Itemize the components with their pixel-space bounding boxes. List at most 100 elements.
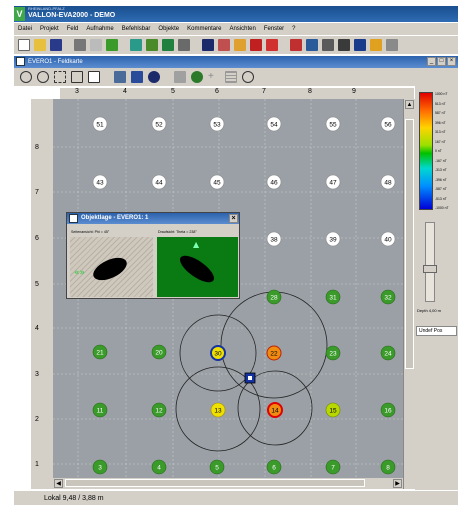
grid-icon[interactable] (106, 39, 118, 51)
help-icon[interactable] (386, 39, 398, 51)
target-icon[interactable] (218, 39, 230, 51)
panel-icon[interactable] (338, 39, 350, 51)
field-marker[interactable]: 24 (380, 345, 396, 361)
about-icon[interactable] (354, 39, 366, 51)
field-marker[interactable]: 13 (210, 402, 226, 418)
object-location-dialog[interactable]: Objektlage - EVERO1: 1 × Seitenansicht: … (66, 212, 240, 299)
field-marker[interactable]: 46 (266, 174, 282, 190)
rotate-icon[interactable] (114, 71, 126, 83)
field-marker[interactable]: 55 (325, 116, 341, 132)
field-marker-dot (92, 344, 108, 360)
field-marker[interactable]: 8 (380, 459, 396, 475)
open-icon[interactable] (34, 39, 46, 51)
field-marker-dot (325, 231, 341, 247)
menu-feld[interactable]: Feld (66, 26, 79, 32)
horizontal-scroll-thumb[interactable] (65, 479, 365, 487)
ruler-y-label: 4 (35, 325, 39, 332)
chart-icon[interactable] (130, 39, 142, 51)
vertical-scrollbar[interactable]: ▲ (403, 99, 415, 489)
save-icon[interactable] (50, 39, 62, 51)
new-icon[interactable] (18, 39, 30, 51)
flag-icon[interactable] (234, 39, 246, 51)
field-marker[interactable]: 21 (92, 344, 108, 360)
maximize-button[interactable]: □ (437, 57, 446, 66)
zoom-icon[interactable] (266, 39, 278, 51)
field-marker[interactable]: 5 (209, 459, 225, 475)
menu-help[interactable]: ? (292, 26, 296, 32)
menu-objekte[interactable]: Objekte (158, 26, 180, 32)
disk-icon[interactable] (178, 39, 190, 51)
field-marker[interactable]: 38 (266, 231, 282, 247)
field-marker[interactable]: 43 (92, 174, 108, 190)
menu-ansichten[interactable]: Ansichten (229, 26, 256, 32)
menu-befehlsbar[interactable]: Befehlsbar (121, 26, 151, 32)
globe-icon[interactable] (191, 71, 203, 83)
field-marker[interactable]: 52 (151, 116, 167, 132)
field-marker[interactable]: 3 (92, 459, 108, 475)
plus-icon[interactable]: + (208, 71, 214, 82)
scroll-right-button[interactable]: ▶ (393, 479, 402, 488)
menu-datei[interactable]: Datei (18, 26, 33, 32)
window-icon[interactable] (306, 39, 318, 51)
depth-slider[interactable] (423, 222, 437, 302)
menu-projekt[interactable]: Projekt (40, 26, 59, 32)
field-marker[interactable]: 6 (266, 459, 282, 475)
field-marker[interactable]: 16 (380, 402, 396, 418)
field-marker[interactable]: 23 (325, 345, 341, 361)
field-marker[interactable]: 54 (266, 116, 282, 132)
field-marker[interactable]: 32 (380, 289, 396, 305)
field-marker[interactable]: 14 (267, 402, 283, 418)
fit-icon[interactable] (71, 71, 83, 83)
palette-icon[interactable] (174, 71, 186, 83)
vertical-scroll-thumb[interactable] (405, 119, 414, 369)
scroll-left-button[interactable]: ◀ (54, 479, 63, 488)
horizontal-scrollbar[interactable]: ◀ ▶ (53, 478, 403, 489)
color-icon[interactable] (131, 71, 143, 83)
undef-pos-field[interactable]: Undef Pos (416, 326, 457, 336)
field-marker[interactable]: 7 (325, 459, 341, 475)
zoom-out-icon[interactable] (37, 71, 49, 83)
chart2-icon[interactable] (370, 39, 382, 51)
menu-kommentare[interactable]: Kommentare (187, 26, 222, 32)
field-marker[interactable]: 48 (380, 174, 396, 190)
close-button[interactable]: × (447, 57, 456, 66)
target-view-icon[interactable] (148, 71, 160, 83)
dialog-close-button[interactable]: × (229, 214, 238, 223)
zoom-in-icon[interactable] (20, 71, 32, 83)
depth-slider-knob[interactable] (423, 265, 437, 273)
menu-aufnahme[interactable]: Aufnahme (86, 26, 114, 32)
preview-icon[interactable] (90, 39, 102, 51)
field-marker[interactable]: 22 (266, 345, 282, 361)
measure-icon[interactable] (202, 39, 214, 51)
field-marker[interactable]: 4 (151, 459, 167, 475)
field-marker[interactable]: 40 (380, 231, 396, 247)
field-marker[interactable]: 56 (380, 116, 396, 132)
settings-icon[interactable] (162, 39, 174, 51)
map-icon[interactable] (146, 39, 158, 51)
menu-fenster[interactable]: Fenster (263, 26, 285, 32)
grid-toggle-icon[interactable] (225, 71, 237, 83)
info-icon[interactable] (290, 39, 302, 51)
field-marker[interactable]: 44 (151, 174, 167, 190)
field-marker[interactable]: 47 (325, 174, 341, 190)
field-marker[interactable]: 20 (151, 344, 167, 360)
field-marker[interactable]: 28 (266, 289, 282, 305)
field-marker[interactable]: 15 (325, 402, 341, 418)
table-icon[interactable] (322, 39, 334, 51)
pan-icon[interactable] (54, 71, 66, 83)
scroll-up-button[interactable]: ▲ (405, 100, 414, 109)
settings2-icon[interactable] (242, 71, 254, 83)
minimize-button[interactable]: _ (427, 57, 436, 66)
field-marker[interactable]: 30 (210, 345, 226, 361)
field-marker[interactable]: 31 (325, 289, 341, 305)
field-marker[interactable]: 39 (325, 231, 341, 247)
layers-icon[interactable] (250, 39, 262, 51)
field-marker[interactable]: 53 (209, 116, 225, 132)
field-marker[interactable]: 45 (209, 174, 225, 190)
field-marker[interactable]: 12 (151, 402, 167, 418)
field-marker[interactable]: 51 (92, 116, 108, 132)
print-icon[interactable] (74, 39, 86, 51)
select-icon[interactable] (88, 71, 100, 83)
field-marker[interactable]: 11 (92, 402, 108, 418)
